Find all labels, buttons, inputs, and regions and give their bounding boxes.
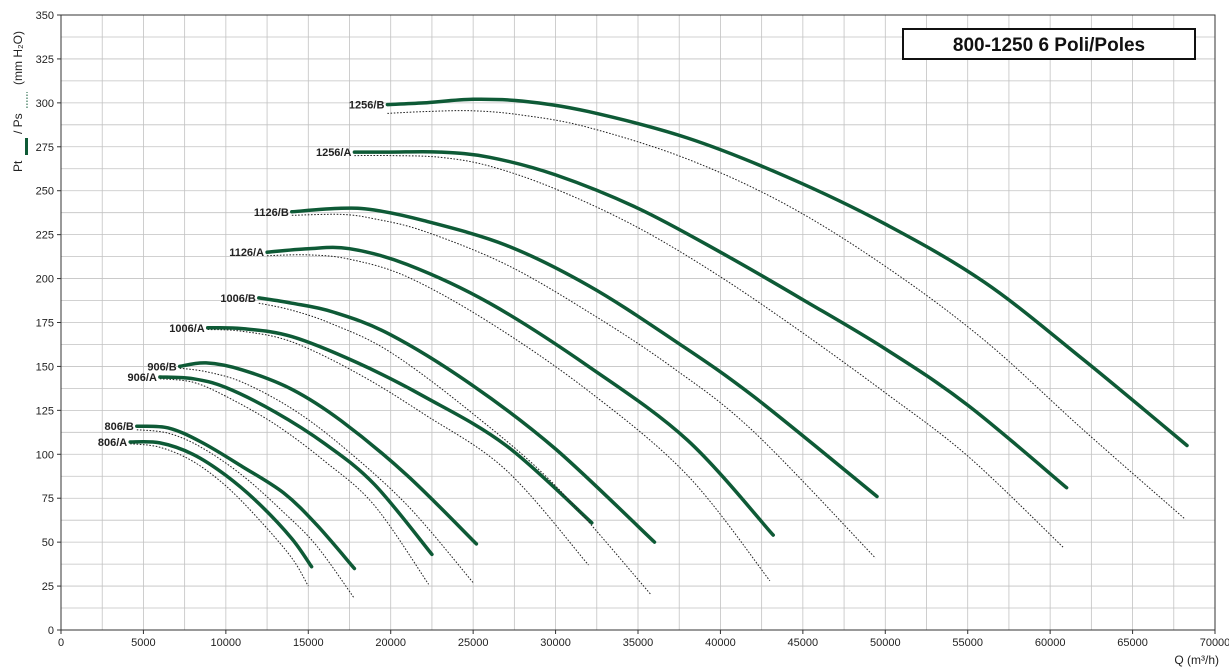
pt-curve-1006-a [205,325,594,525]
ps-curve-1006-b [258,302,652,596]
y-tick-label: 200 [36,274,54,286]
x-tick-label: 50000 [870,637,901,649]
x-axis-title: Q (m³/h) [1174,653,1219,667]
y-tick-label: 175 [36,318,54,330]
ps-curve-906-a [159,378,430,585]
y-tick-label: 50 [42,537,54,549]
pt-curve-1126-a [265,245,775,537]
y-tick-label: 0 [48,625,54,637]
pt-curve-1256-a [352,149,1069,490]
pt-curve-906-a [158,375,434,557]
ps-curve-1126-a [267,254,771,582]
y-tick-label: 300 [36,98,54,110]
chart-title-frame [902,28,1196,60]
y-tick-label: 125 [36,405,54,417]
x-tick-label: 65000 [1117,637,1148,649]
y-tick-label: 275 [36,142,54,154]
pt-curve-806-b [135,424,357,571]
x-tick-label: 35000 [623,637,654,649]
curve-label-1256-b: 1256/B [349,100,385,112]
x-tick-label: 20000 [375,637,406,649]
pt-curve-906-b [177,361,479,546]
x-tick-label: 45000 [788,637,819,649]
curve-label-906-b: 906/B [147,361,176,373]
ps-curve-906-b [179,367,474,583]
y-tick-label: 75 [42,493,54,505]
y-axis-title: Pt / Ps (mm H₂O) [11,31,28,172]
curves [128,97,1189,599]
x-tick-label: 55000 [952,637,983,649]
y-tick-label: 25 [42,581,54,593]
y-tick-label: 350 [36,10,54,22]
y-tick-label: 150 [36,361,54,373]
curve-label-906-a: 906/A [128,372,157,384]
plot-frame [60,14,1216,631]
y-tick-label: 225 [36,230,54,242]
x-tick-label: 10000 [211,637,242,649]
x-tick-label: 0 [58,637,64,649]
x-tick-label: 30000 [540,637,571,649]
ps-curve-1256-b [387,110,1186,520]
pt-curve-1006-b [257,296,657,544]
y-tick-label: 250 [36,186,54,198]
x-tick-label: 60000 [1035,637,1066,649]
pt-curve-806-a [128,439,314,569]
x-tick-label: 25000 [458,637,489,649]
y-axis-title-prefix: Pt [11,160,25,172]
curve-label-1006-b: 1006/B [220,293,256,305]
x-tick-label: 40000 [705,637,736,649]
x-tick-label: 15000 [293,637,324,649]
y-tick-label: 100 [36,449,54,461]
ps-curve-806-a [130,443,309,587]
ps-curve-1256-a [354,154,1064,548]
grid [61,15,1215,630]
y-axis-title-unit: (mm H₂O) [11,31,25,85]
ps-curve-806-b [136,429,355,599]
curve-label-806-a: 806/A [98,437,127,449]
chart-title-box: 800-1250 6 Poli/Poles [902,28,1196,60]
y-axis-title-middle: / Ps [11,113,25,134]
ps-curve-1126-b [291,213,876,559]
chart-title: 800-1250 6 Poli/Poles [953,35,1145,56]
pt-curve-1256-b [385,97,1189,448]
curve-label-1256-a: 1256/A [316,147,352,159]
x-tick-label: 70000 [1200,637,1229,649]
y-axis-ticks: 0 25 50 75 100 125 150 175 200 225 250 275 300 325 350 [36,10,61,637]
x-tick-label: 5000 [131,637,155,649]
curve-label-806-b: 806/B [104,421,133,433]
y-tick-label: 325 [36,54,54,66]
curve-label-1126-a: 1126/A [229,247,264,259]
curve-label-1126-b: 1126/B [254,207,289,219]
pt-legend-swatch [25,138,28,155]
ps-curve-1006-a [207,329,589,566]
pt-curve-1126-b [290,206,879,499]
x-axis-ticks: 0 5000 10000 15000 20000 25000 30000 35000 40000… [58,630,1229,649]
curve-label-1006-a: 1006/A [169,323,205,335]
